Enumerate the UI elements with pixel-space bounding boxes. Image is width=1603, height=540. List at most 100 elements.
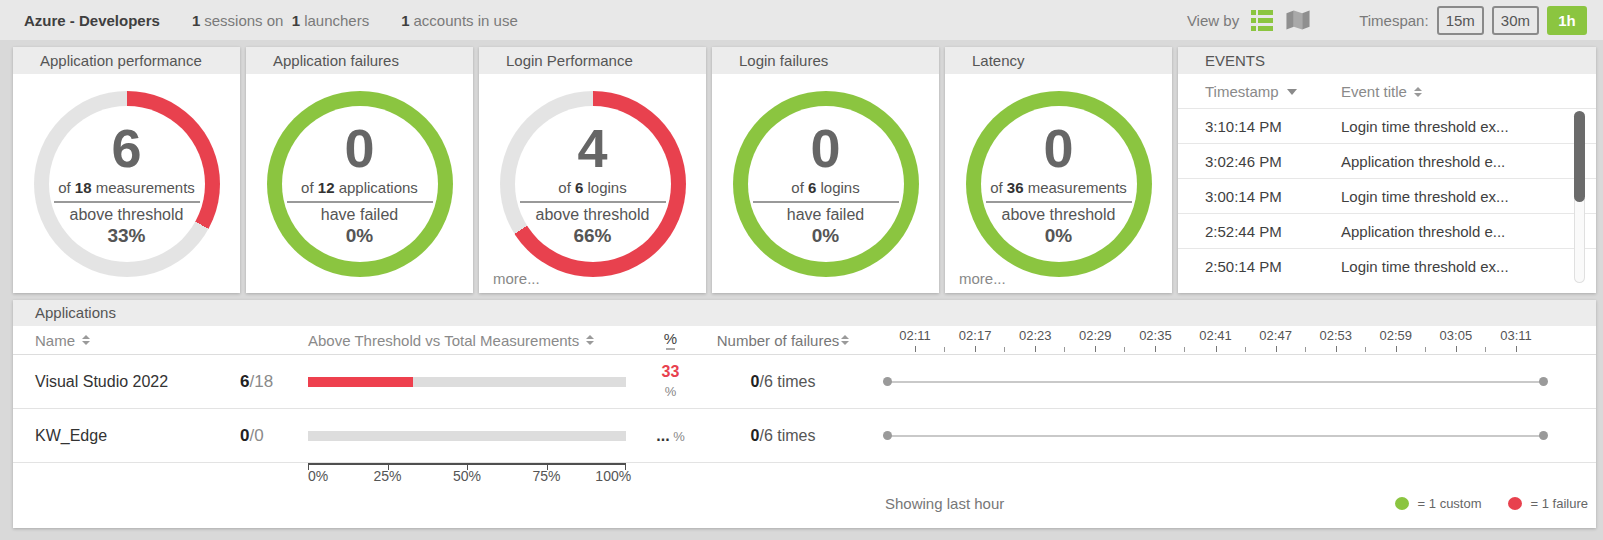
events-scrollbar-thumb[interactable] xyxy=(1574,111,1585,202)
event-row[interactable]: 3:10:14 PMLogin time threshold ex... xyxy=(1178,108,1596,143)
gauge-divider xyxy=(520,201,666,203)
gauge-sub-prefix: of xyxy=(558,179,575,196)
gauge-value: 0 xyxy=(1043,121,1073,175)
gauge-subtext: of 6 logins xyxy=(558,179,626,196)
measurement-ratio: 0/0 xyxy=(240,426,308,446)
gauge-divider xyxy=(287,201,433,203)
applications-column-headers: Name Above Threshold vs Total Measuremen… xyxy=(13,326,1596,355)
gauge-value: 0 xyxy=(344,121,374,175)
applications-title: Applications xyxy=(13,300,1596,326)
name-column-label: Name xyxy=(35,332,75,349)
timespan-1h-button[interactable]: 1h xyxy=(1547,6,1587,35)
event-title: Login time threshold ex... xyxy=(1341,258,1509,275)
card-login-failures: Login failures 0 of 6 logins have failed… xyxy=(712,47,939,293)
failures-column-header[interactable]: Number of failures xyxy=(717,332,850,349)
timeline-tick: 03:11 xyxy=(1486,328,1546,352)
percent-column-header[interactable]: % xyxy=(664,330,677,350)
summary-cards-row: Application performance 6 of 18 measurem… xyxy=(13,47,1596,293)
timespan-30m-button[interactable]: 30m xyxy=(1492,6,1539,35)
application-row-visual-studio[interactable]: Visual Studio 2022 6/18 33% 0/6 times xyxy=(13,355,1596,409)
percent-axis: 0% 25% 50% 75% 100% xyxy=(308,463,626,483)
accounts-count: 1 xyxy=(401,12,409,29)
gauge-sub-value: 36 xyxy=(1007,179,1024,196)
sort-icon xyxy=(1414,87,1422,97)
sort-icon xyxy=(666,348,675,350)
percent-value: 33 xyxy=(662,363,680,380)
percent-unit: % xyxy=(670,429,685,444)
gauge-sub-prefix: of xyxy=(301,179,318,196)
event-row[interactable]: 3:02:46 PMApplication threshold e... xyxy=(1178,143,1596,178)
gauge-sub-value: 18 xyxy=(75,179,92,196)
card-login-performance: Login Performance 4 of 6 logins above th… xyxy=(479,47,706,293)
more-link[interactable]: more... xyxy=(959,270,1006,287)
timeline-tick: 02:59 xyxy=(1366,328,1426,352)
bar-axis-row: 0% 25% 50% 75% 100% xyxy=(13,463,1596,487)
event-row[interactable]: 2:50:14 PMLogin time threshold ex... xyxy=(1178,248,1596,283)
threshold-column-header[interactable]: Above Threshold vs Total Measurements xyxy=(308,332,638,349)
threshold-bar-fill xyxy=(308,377,413,387)
gauge-label: have failed xyxy=(321,206,398,224)
event-title: Application threshold e... xyxy=(1341,153,1505,170)
total-count: /18 xyxy=(249,372,273,391)
percent-column-label: % xyxy=(664,330,677,347)
launchers-count: 1 xyxy=(292,12,300,29)
gauge-value: 4 xyxy=(577,121,607,175)
view-by-label: View by xyxy=(1187,12,1239,29)
events-title-header[interactable]: Event title xyxy=(1341,83,1422,100)
card-application-failures: Application failures 0 of 12 application… xyxy=(246,47,473,293)
failures-cell: 0/6 times xyxy=(751,373,816,391)
threshold-bar xyxy=(308,431,626,441)
axis-label: 25% xyxy=(373,468,401,484)
top-bar: Azure - Developers 1sessions on 1launche… xyxy=(0,0,1603,40)
more-link[interactable]: more... xyxy=(493,270,540,287)
gauge-percent: 0% xyxy=(1045,225,1072,247)
card-title: Latency xyxy=(945,47,1172,74)
timeline-tick: 02:53 xyxy=(1306,328,1366,352)
timespan-label: Timespan: xyxy=(1359,12,1428,29)
name-column-header[interactable]: Name xyxy=(35,332,240,349)
sessions-count: 1 xyxy=(192,12,200,29)
axis-label: 50% xyxy=(453,468,481,484)
sort-desc-icon xyxy=(1287,89,1297,95)
list-view-icon[interactable] xyxy=(1251,10,1273,31)
timeline-tick: 02:17 xyxy=(945,328,1005,352)
gauge-sub-value: 12 xyxy=(318,179,335,196)
timespan-15m-button[interactable]: 15m xyxy=(1437,6,1484,35)
row-timeline xyxy=(885,435,1546,437)
failures-label: /6 times xyxy=(759,427,815,444)
sort-icon xyxy=(841,335,849,345)
gauge-sub-prefix: of xyxy=(791,179,808,196)
event-time: 3:00:14 PM xyxy=(1205,188,1341,205)
gauge-sub-unit: logins xyxy=(583,179,626,196)
custom-legend-label: = 1 custom xyxy=(1418,496,1482,511)
application-row-kw-edge[interactable]: KW_Edge 0/0 ... % 0/6 times xyxy=(13,409,1596,463)
failures-column-label: Number of failures xyxy=(717,332,840,349)
timeline-tick: 02:41 xyxy=(1185,328,1245,352)
application-failures-donut: 0 of 12 applications have failed 0% xyxy=(267,91,453,277)
events-title: EVENTS xyxy=(1178,47,1596,74)
timespan-selector: Timespan: 15m 30m 1h xyxy=(1359,6,1587,35)
gauge-sub-prefix: of xyxy=(58,179,75,196)
showing-label: Showing last hour xyxy=(885,495,1004,512)
events-scrollbar[interactable] xyxy=(1574,111,1585,283)
timeline-tick: 02:23 xyxy=(1005,328,1065,352)
card-title: Login Performance xyxy=(479,47,706,74)
events-timestamp-header[interactable]: Timestamp xyxy=(1205,83,1341,100)
accounts-stat: 1accounts in use xyxy=(401,12,518,29)
event-row[interactable]: 3:00:14 PMLogin time threshold ex... xyxy=(1178,178,1596,213)
event-row[interactable]: 2:52:44 PMApplication threshold e... xyxy=(1178,213,1596,248)
map-view-icon[interactable] xyxy=(1285,10,1311,31)
timeline-tick: 02:35 xyxy=(1125,328,1185,352)
failures-cell: 0/6 times xyxy=(751,427,816,445)
gauge-label: above threshold xyxy=(1002,206,1116,224)
gauge-sub-unit: logins xyxy=(816,179,859,196)
gauge-label: have failed xyxy=(787,206,864,224)
gauge-percent: 33% xyxy=(107,225,145,247)
failures-label: /6 times xyxy=(759,373,815,390)
timeline-tick: 02:47 xyxy=(1246,328,1306,352)
gauge-subtext: of 12 applications xyxy=(301,179,418,196)
login-performance-donut: 4 of 6 logins above threshold 66% xyxy=(500,91,686,277)
threshold-column-label: Above Threshold vs Total Measurements xyxy=(308,332,579,349)
sort-icon xyxy=(82,335,90,345)
event-time: 3:10:14 PM xyxy=(1205,118,1341,135)
